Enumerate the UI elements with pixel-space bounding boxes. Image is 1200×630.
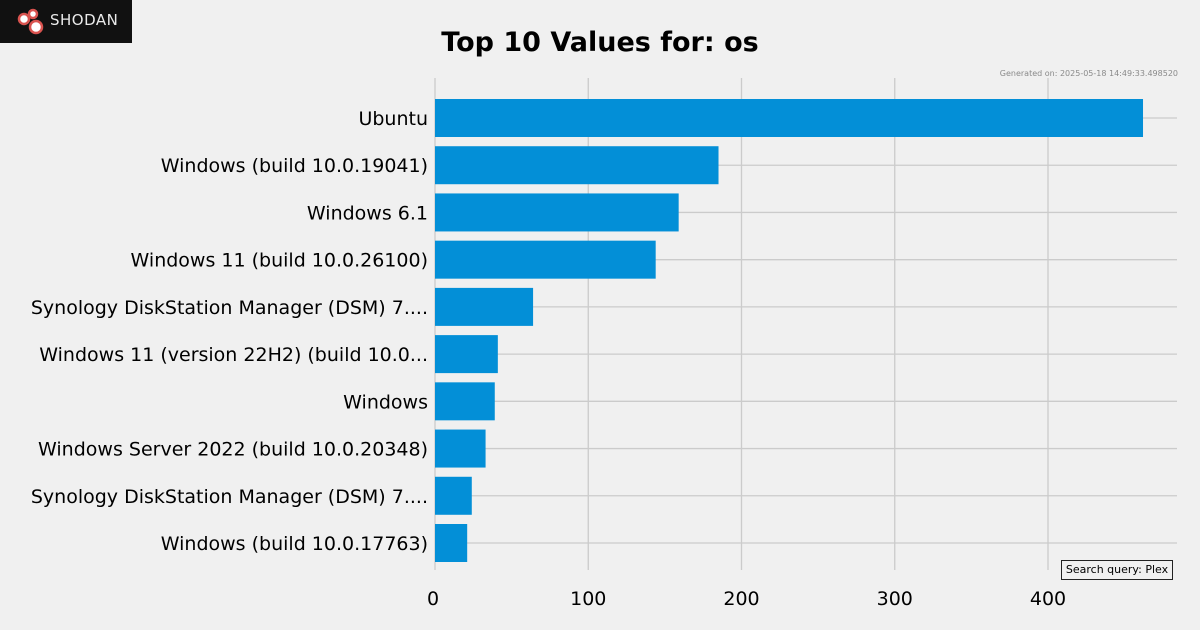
- x-tick-label: 0: [427, 588, 439, 610]
- bar: [435, 476, 472, 515]
- chart-title: Top 10 Values for: os: [441, 27, 759, 58]
- category-label: Windows Server 2022 (build 10.0.20348): [38, 439, 428, 461]
- category-label: Windows (build 10.0.17763): [161, 533, 428, 555]
- bar: [435, 193, 679, 232]
- bar: [435, 240, 656, 279]
- x-tick-label: 300: [877, 588, 913, 610]
- category-label: Windows (build 10.0.19041): [161, 155, 428, 177]
- bar: [435, 335, 498, 374]
- category-label: Windows 6.1: [307, 202, 428, 224]
- shodan-logo-icon: [17, 8, 44, 35]
- category-label: Ubuntu: [358, 108, 428, 130]
- bar: [435, 99, 1144, 137]
- x-tick-label: 100: [570, 588, 606, 610]
- x-tick-label: 200: [723, 588, 759, 610]
- shodan-logo: SHODAN: [0, 0, 132, 43]
- bar: [435, 429, 486, 468]
- category-label: Synology DiskStation Manager (DSM) 7....: [31, 486, 428, 508]
- generated-timestamp: Generated on: 2025-05-18 14:49:33.498520: [999, 69, 1178, 78]
- bar: [435, 287, 534, 326]
- bar: [435, 146, 719, 185]
- category-label: Synology DiskStation Manager (DSM) 7....: [31, 297, 428, 319]
- category-label: Windows: [343, 391, 428, 413]
- x-tick-label: 400: [1030, 588, 1066, 610]
- search-query-box: Search query: Plex: [1061, 560, 1173, 580]
- bar: [435, 524, 468, 562]
- shodan-logo-text: SHODAN: [50, 11, 119, 29]
- bar: [435, 382, 495, 421]
- category-label: Windows 11 (build 10.0.26100): [131, 250, 428, 272]
- category-label: Windows 11 (version 22H2) (build 10.0...: [39, 344, 428, 366]
